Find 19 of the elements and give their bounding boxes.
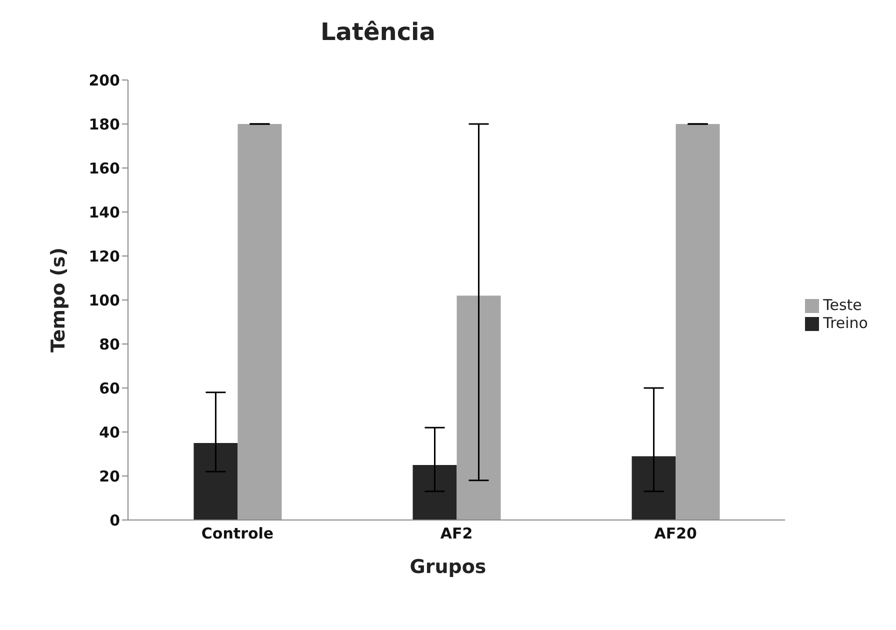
x-tick-label: AF20 bbox=[654, 524, 697, 543]
y-tick-label: 200 bbox=[88, 71, 120, 90]
legend-label: Treino bbox=[823, 314, 868, 332]
y-tick-label: 120 bbox=[88, 247, 120, 266]
y-tick-label: 40 bbox=[99, 423, 120, 442]
y-tick-label: 180 bbox=[88, 115, 120, 134]
x-tick-label: Controle bbox=[201, 524, 274, 543]
y-tick-label: 20 bbox=[99, 467, 120, 486]
y-tick-label: 60 bbox=[99, 379, 120, 398]
y-tick-label: 140 bbox=[88, 203, 120, 222]
y-tick-label: 0 bbox=[110, 511, 120, 530]
y-tick-label: 100 bbox=[88, 291, 120, 310]
chart-title: Latência bbox=[320, 18, 436, 46]
y-tick-label: 160 bbox=[88, 159, 120, 178]
legend-label: Teste bbox=[823, 296, 862, 314]
y-tick-label: 80 bbox=[99, 335, 120, 354]
y-axis-title: Tempo (s) bbox=[48, 247, 70, 353]
x-axis-title: Grupos bbox=[408, 556, 488, 578]
x-tick-label: AF2 bbox=[440, 524, 473, 543]
